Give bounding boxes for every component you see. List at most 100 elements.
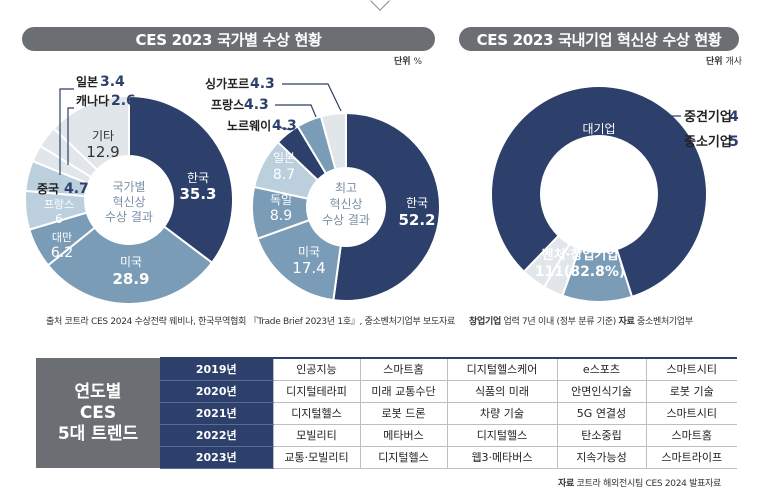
donut1-center-line2: 혁신상 <box>112 195 145 209</box>
left-unit: 단위 % <box>394 57 422 67</box>
trend-cell: 차량 기술 <box>446 402 557 425</box>
trend-cell: 모빌리티 <box>272 424 360 447</box>
d1-label-korea-name: 한국 <box>187 171 209 185</box>
trend-cell: 디지털헬스 <box>359 446 447 469</box>
d1-label-japan-name: 일본 <box>76 75 98 89</box>
year-cell: 2019년 <box>160 357 273 381</box>
d3-label-large-name: 대기업 <box>582 122 615 136</box>
trend-cell: 디지털헬스케어 <box>446 357 557 381</box>
d2-label-korea-name: 한국 <box>406 196 428 210</box>
trend-cell: 5G 연결성 <box>556 402 646 425</box>
donut2-slice-0 <box>332 111 441 302</box>
d2-label-korea-value: 52.2 <box>398 211 435 229</box>
ces-trend-table: 연도별 CES 5대 트렌드 2019년 인공지능 스마트홈 디지털헬스케어 e스포… <box>36 357 737 469</box>
d2-leader-france <box>275 104 317 118</box>
trend-cell: 탄소중립 <box>556 424 646 447</box>
d3-label-large-value: 14 <box>589 136 610 154</box>
trend-cell: 미래 교통수단 <box>359 380 447 403</box>
d2-label-singapore-name: 싱가포르 <box>205 76 249 91</box>
d1-label-canada-value: 2.6 <box>111 93 136 109</box>
year-cell: 2021년 <box>160 402 273 425</box>
table-row: 2021년 디지털헬스 로봇 드론 차량 기술 5G 연결성 스마트시티 <box>36 402 737 425</box>
donut1-slice-1 <box>46 198 214 305</box>
d1-label-usa-value: 28.9 <box>112 270 149 288</box>
donut1-center-line3: 수상 결과 <box>105 210 153 224</box>
trend-cell: 스마트라이프 <box>645 446 737 469</box>
d2-label-japan-name: 일본 <box>273 151 295 165</box>
d1-label-canada-name: 캐나다 <box>76 93 109 108</box>
d2-label-france-name: 프랑스 <box>211 98 244 112</box>
trend-cell: 디지털테라피 <box>272 380 360 403</box>
trend-cell: 디지털헬스 <box>446 424 557 447</box>
d3-label-venture-value: 111(82.8%) <box>535 264 626 280</box>
left-chart-header: CES 2023 국가별 수상 현황 <box>22 27 435 51</box>
d3-label-small-value: 5 <box>729 134 739 150</box>
left-source-note: 출처 코트라 CES 2024 수상전략 웨비나, 한국무역협회 『Trade … <box>46 317 455 327</box>
d1-label-taiwan-name: 대만 <box>52 231 72 244</box>
right-source-note: 창업기업 업력 7년 이내 (정부 분류 기준) 자료 중소벤처기업부 <box>469 317 693 327</box>
d1-label-china-value: 4.7 <box>64 181 89 197</box>
d3-leader-mid <box>641 115 681 131</box>
donut2-center-line2: 혁신상 <box>329 197 362 211</box>
d1-label-taiwan-value: 6.2 <box>51 245 73 261</box>
trend-cell: 디지털헬스 <box>272 402 360 425</box>
table-row: 연도별 CES 5대 트렌드 2019년 인공지능 스마트홈 디지털헬스케어 e스포… <box>36 357 737 468</box>
d1-leader-canada <box>67 107 74 165</box>
d2-label-singapore-value: 4.3 <box>250 76 275 92</box>
year-cell: 2022년 <box>160 424 273 447</box>
trend-cell: 웹3·메타버스 <box>446 446 557 469</box>
d1-label-china-name: 중국 <box>37 182 59 196</box>
donut2-hole <box>306 167 386 247</box>
d3-label-venture-name: 벤처·창업기업 <box>542 247 619 263</box>
d1-label-france-value: 6 <box>55 212 63 226</box>
d2-label-usa-name: 미국 <box>298 245 320 259</box>
d1-label-other-value: 12.9 <box>86 143 119 161</box>
d1-label-korea-value: 35.3 <box>179 185 216 203</box>
table-row: 2022년 모빌리티 메타버스 디지털헬스 탄소중립 스마트홈 <box>36 424 737 447</box>
d3-label-small-name: 중소기업 <box>684 135 732 150</box>
trend-cell: 식품의 미래 <box>446 380 557 403</box>
d2-label-usa-value: 17.4 <box>292 259 325 277</box>
donut2-center-line3: 수상 결과 <box>322 213 370 227</box>
trend-cell: 인공지능 <box>272 357 360 381</box>
trend-cell: 안면인식기술 <box>556 380 646 403</box>
d2-leader-norway <box>272 125 292 131</box>
table-row: 2023년 교통·모빌리티 디지털헬스 웹3·메타버스 지속가능성 스마트라이프 <box>36 446 737 469</box>
d3-leader-small <box>651 140 681 156</box>
d2-label-france-value: 4.3 <box>244 97 269 113</box>
trend-cell: 스마트홈 <box>359 357 447 381</box>
table-row: 2020년 디지털테라피 미래 교통수단 식품의 미래 안면인식기술 로봇 기술 <box>36 380 737 403</box>
donut1-slice-0 <box>128 94 234 265</box>
d1-label-other-name: 기타 <box>92 129 114 143</box>
donut1-center-line1: 국가별 <box>112 180 145 194</box>
d1-leader-japan <box>59 88 74 175</box>
top-award-donut: 최고 혁신상 수상 결과 한국 52.2 미국 17.4 독일 8.9 일본 8… <box>205 76 441 302</box>
right-chart-header: CES 2023 국내기업 혁신상 수상 현황 <box>459 27 739 51</box>
d3-label-mid-name: 중견기업 <box>684 109 732 125</box>
d2-label-norway-name: 노르웨이 <box>227 118 271 133</box>
d2-leader-singapore <box>282 83 342 112</box>
donut3-hole <box>540 135 658 253</box>
trend-cell: 지속가능성 <box>556 446 646 469</box>
d1-label-france-name: 프랑스 <box>44 198 74 211</box>
table-side-label: 연도별 CES 5대 트렌드 <box>36 358 160 468</box>
donut2-center-line1: 최고 <box>335 181 357 195</box>
year-cell: 2020년 <box>160 380 273 403</box>
d2-label-germany-value: 8.9 <box>270 208 292 224</box>
domestic-company-donut: 대기업 14 벤처·창업기업 111(82.8%) 중견기업 4 중소기업 5 <box>490 85 739 303</box>
trend-cell: 로봇 기술 <box>645 380 737 403</box>
country-award-donut: 국가별 혁신상 수상 결과 한국 35.3 미국 28.9 대만 6.2 프랑스… <box>24 74 234 305</box>
trend-cell: 스마트홈 <box>645 424 737 447</box>
trend-cell: 스마트시티 <box>645 357 737 381</box>
d2-label-japan-value: 8.7 <box>273 167 295 183</box>
trend-cell: 스마트시티 <box>645 402 737 425</box>
d1-label-usa-name: 미국 <box>120 255 142 269</box>
trend-cell: 메타버스 <box>359 424 447 447</box>
donut1-hole <box>84 155 174 245</box>
trend-cell: 교통·모빌리티 <box>272 446 360 469</box>
trend-cell: 로봇 드론 <box>359 402 447 425</box>
trend-cell: e스포츠 <box>556 357 646 381</box>
d3-label-mid-value: 4 <box>729 109 739 125</box>
d2-label-germany-name: 독일 <box>270 193 292 207</box>
